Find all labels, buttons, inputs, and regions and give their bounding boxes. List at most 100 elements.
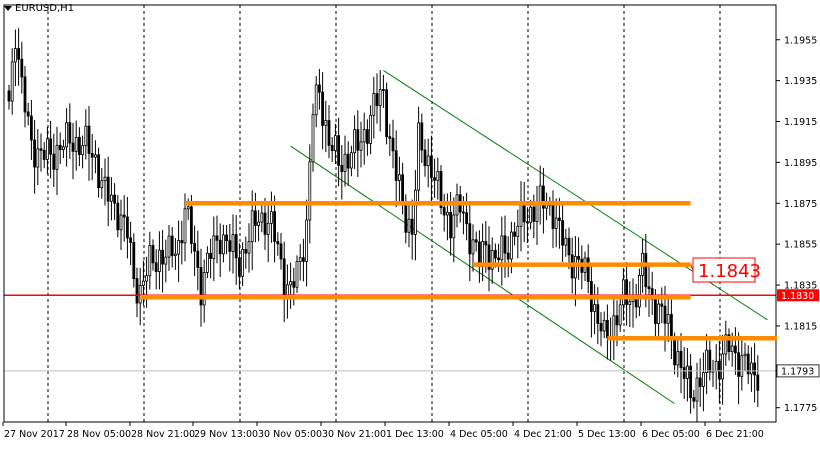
candle-body [148,245,152,277]
candle-body [372,93,376,116]
candle-body [308,161,312,221]
candle-body [513,231,516,237]
candle-body [234,234,238,259]
candle-body [509,231,513,260]
candle-body [36,148,40,168]
callout-box[interactable] [692,257,756,283]
candle-body [551,205,555,229]
dropdown-triangle-icon [4,6,12,11]
candle-body [644,252,648,288]
candle-body [417,122,421,191]
price-tick-label: 1.1895 [784,158,817,169]
candle-body [468,223,472,255]
current-price-label: 1.1793 [781,366,814,377]
price-tick-label: 1.1775 [784,403,817,414]
candle-body [253,210,257,226]
candle-body [17,48,21,60]
candle-body [445,211,449,216]
candle-body [330,144,334,152]
candle-body [606,319,609,339]
candle-body [106,176,110,202]
candle-body [474,239,478,243]
candle-body [529,206,532,223]
callout-label: 1.1843 [698,261,761,282]
candle-body [349,152,353,169]
candle-body [321,91,325,126]
candle-body [68,122,72,144]
candle-body [292,281,296,288]
candle-body [273,211,277,242]
candle-body [622,279,625,306]
candle-body [301,257,305,262]
candle-body [39,148,43,151]
horizontal-levels[interactable] [140,201,777,341]
candle-body [42,149,46,160]
candle-body [724,334,728,355]
candle-body [71,142,75,152]
candle-body [221,234,225,255]
candle-body [433,177,437,181]
candle-body [46,138,49,160]
candle-body [734,345,737,354]
candle-body [260,212,264,223]
candle-body [750,362,753,375]
symbol-label[interactable]: EURUSD,H1 [4,3,74,14]
candle-body [746,353,750,375]
time-tick-label: 6 Dec 21:00 [706,429,764,440]
candle-body [676,350,680,366]
candle-body [490,250,494,270]
candle-body [215,235,219,241]
candle-body [682,367,686,379]
candle-body [564,237,568,246]
candle-body [449,211,453,239]
candle-body [55,144,59,170]
candle-body [132,242,136,280]
candle-body [388,136,392,139]
candle-body [103,176,107,182]
price-tick-label: 1.1855 [784,240,817,251]
current-price-badge [776,364,820,378]
candle-body [686,365,689,379]
candle-body [228,240,232,252]
candle-body [100,180,104,189]
candle-body [506,252,510,260]
candle-body [49,138,52,155]
candle-body [673,339,676,366]
candle-body [599,323,603,332]
candle-body [110,194,113,202]
candle-body [660,303,664,307]
candle-body [356,129,360,151]
candle-body [305,219,309,262]
candle-body [13,48,17,63]
price-tick-label: 1.1835 [784,281,817,292]
candle-body [407,218,411,233]
candle-body [689,365,692,399]
candle-body [81,145,84,155]
candle-body [708,349,712,373]
candle-body [657,303,660,325]
price-lines[interactable]: 1.1830 1.1793 1.1843 [4,257,820,378]
candle-body [205,252,209,273]
trend-channel[interactable] [290,69,768,405]
candle-body [138,284,142,304]
candle-body [116,202,120,231]
candle-body [145,275,149,282]
price-tick-label: 1.1915 [784,117,817,128]
candle-body [532,206,536,222]
candle-body [554,217,558,229]
time-tick-label: 27 Nov 2017 [4,429,65,440]
candle-body [333,135,337,152]
candle-body [209,252,213,259]
candle-body [397,174,401,181]
candle-body [269,211,273,224]
candle-body [558,217,561,221]
time-tick-label: 5 Dec 13:00 [578,429,636,440]
candle-body [78,136,81,155]
candle-body [141,280,145,286]
candle-body [484,241,488,246]
price-tick-label: 1.1875 [784,199,817,210]
candle-body [20,58,24,78]
